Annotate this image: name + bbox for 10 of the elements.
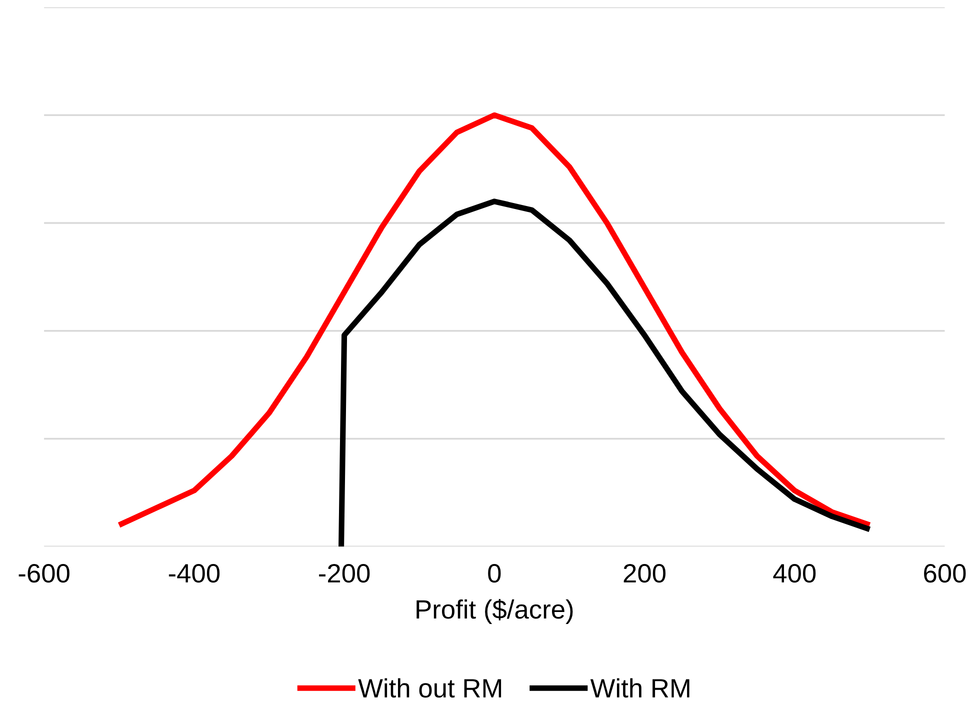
x-tick-label: -400 <box>168 564 220 583</box>
x-tick-label: 0 <box>488 564 501 583</box>
x-tick-label: -200 <box>319 564 370 583</box>
x-tick-label: 600 <box>924 564 966 583</box>
x-tick-label: 200 <box>624 564 666 583</box>
legend-label: With RM <box>590 678 690 698</box>
x-tick-label: 400 <box>773 564 816 583</box>
legend-label: With out RM <box>358 678 502 698</box>
x-tick-label: -600 <box>18 564 70 583</box>
x-axis-title: Profit ($/acre) <box>416 598 573 624</box>
